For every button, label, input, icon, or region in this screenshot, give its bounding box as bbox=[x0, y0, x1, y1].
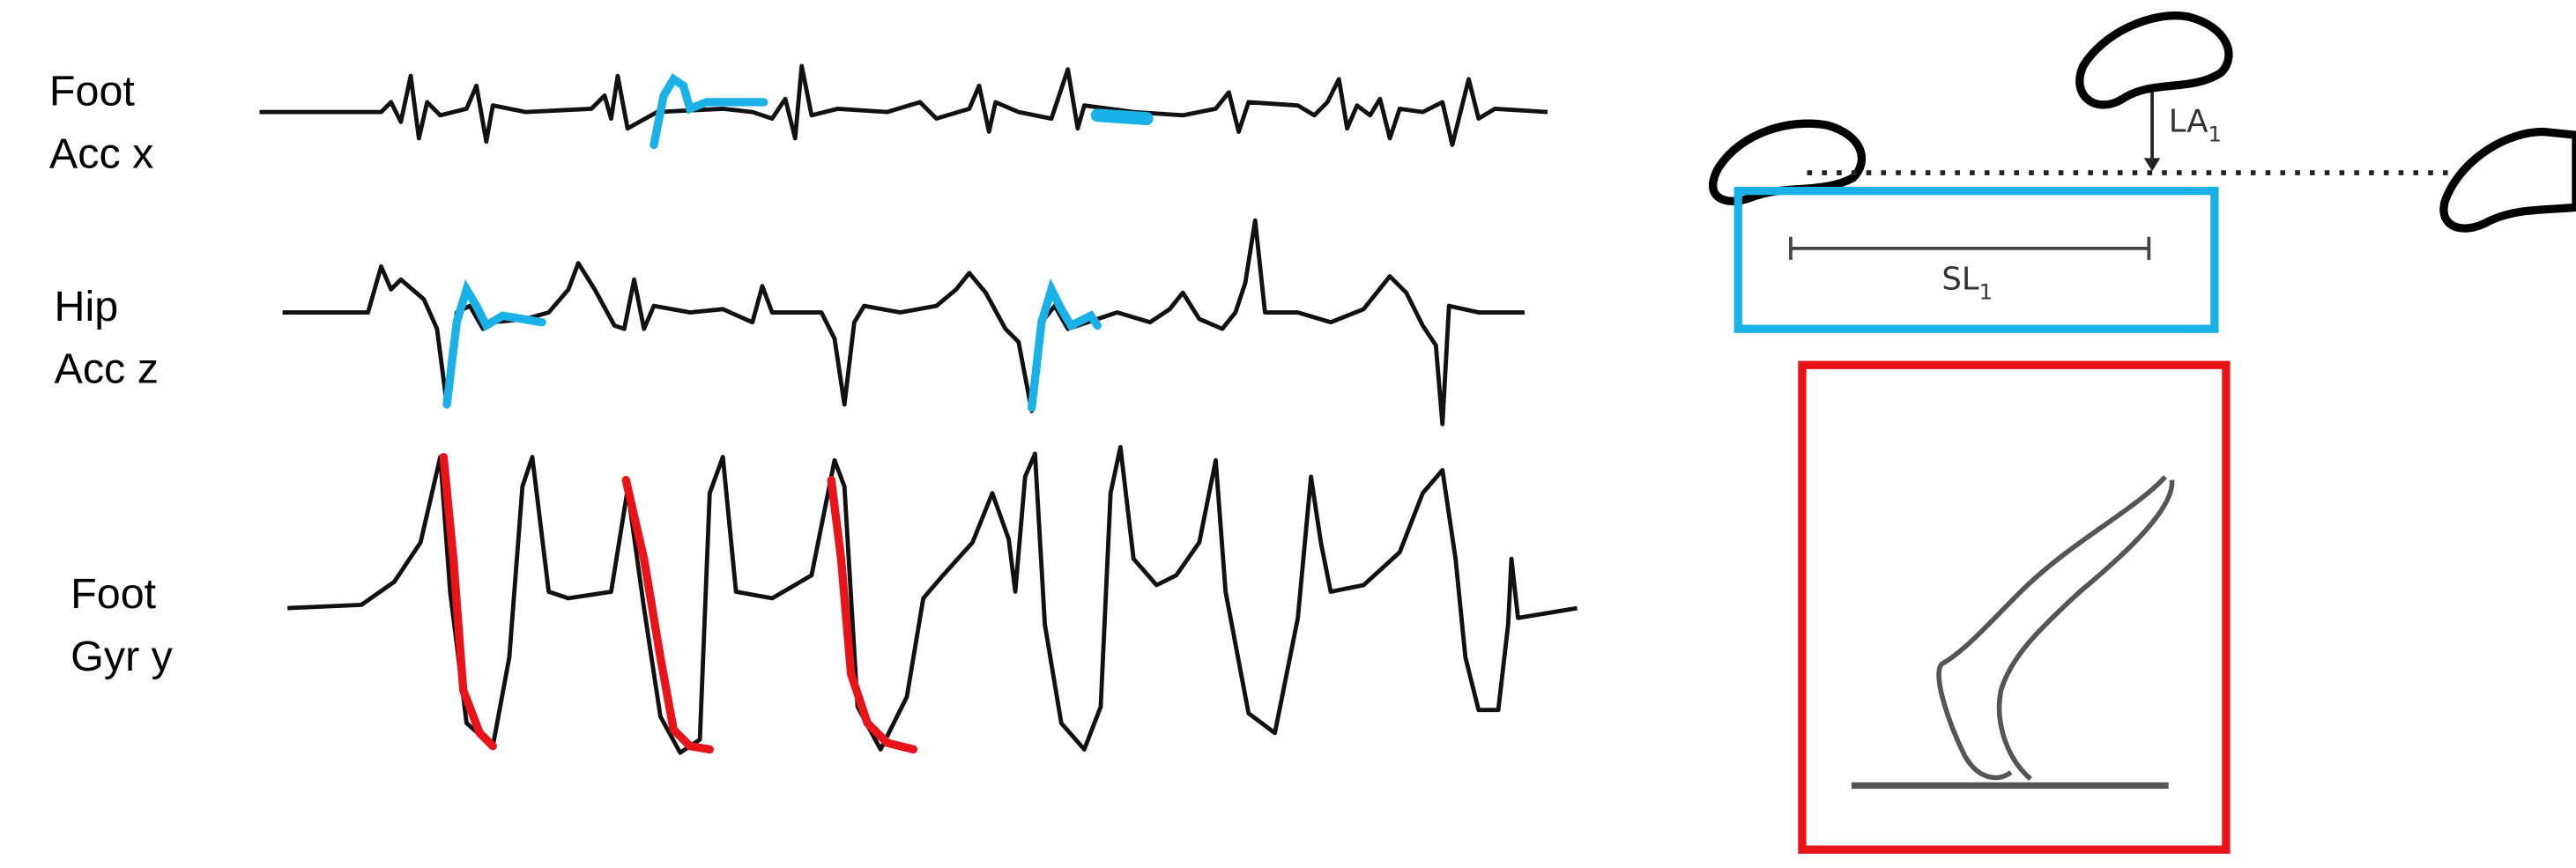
diagram-label: SL1 bbox=[1941, 261, 1993, 304]
label-sub: 1 bbox=[2208, 122, 2221, 147]
signal-trace bbox=[287, 447, 1577, 753]
label-main: SL bbox=[1941, 261, 1978, 297]
footprint bbox=[2080, 16, 2229, 105]
figure: Foot Acc x Hip Acc z Foot Gyr y LA1 SL1 bbox=[0, 0, 2576, 868]
highlight bbox=[1032, 289, 1098, 407]
leg-sketch bbox=[1939, 477, 2172, 779]
label-main: LA bbox=[2169, 103, 2209, 139]
signal-label: Foot bbox=[71, 570, 156, 618]
footprint bbox=[2444, 131, 2576, 228]
stride-bar bbox=[1791, 237, 2149, 260]
highlight bbox=[447, 289, 542, 404]
signal-label: Hip bbox=[55, 283, 119, 330]
diagram-label: LA1 bbox=[2169, 103, 2222, 146]
signal-label: Foot bbox=[49, 68, 135, 115]
highlight bbox=[626, 480, 709, 750]
signal-trace bbox=[260, 66, 1548, 145]
signal-label: Acc z bbox=[55, 345, 159, 393]
stride-box bbox=[1738, 191, 2215, 330]
swing-box bbox=[1802, 365, 2226, 849]
arrow-head bbox=[2144, 158, 2161, 171]
signal-trace bbox=[283, 220, 1525, 424]
signal-label: Acc x bbox=[49, 130, 153, 178]
signal-label: Gyr y bbox=[71, 633, 174, 680]
label-sub: 1 bbox=[1979, 280, 1993, 305]
highlight bbox=[1097, 115, 1147, 119]
